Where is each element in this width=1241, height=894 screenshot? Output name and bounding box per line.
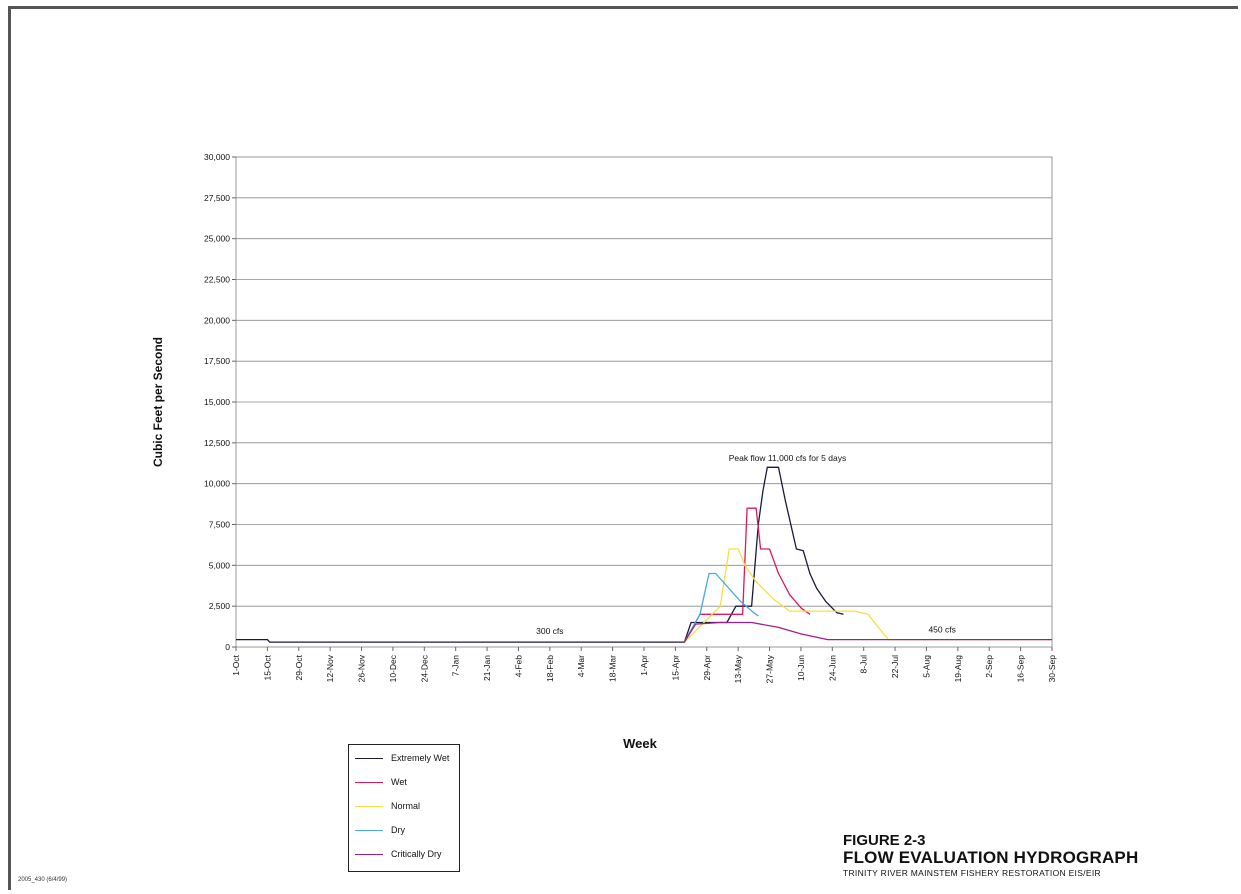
figure-number: FIGURE 2-3 — [843, 832, 926, 849]
legend-swatch — [355, 805, 383, 807]
annotation-label: 300 cfs — [536, 626, 563, 636]
x-tick-label: 21-Jan — [482, 655, 492, 681]
x-tick-label: 15-Apr — [670, 655, 680, 681]
annotation-label: 450 cfs — [928, 624, 955, 634]
page-frame — [8, 6, 1238, 890]
legend-item: Normal — [355, 799, 420, 813]
x-tick-label: 10-Jun — [796, 655, 806, 681]
series-line-dry — [683, 572, 759, 643]
y-axis-ticks: 0 2,500 5,000 7,500 10,000 12,500 15,000 17,500… — [204, 152, 236, 652]
y-tick-label: 10,000 — [204, 479, 230, 489]
x-tick-label: 4-Mar — [576, 655, 586, 677]
legend-swatch — [355, 757, 383, 759]
legend-label: Wet — [391, 777, 407, 787]
document-code: 2005_430 (6/4/99) — [18, 877, 68, 883]
x-axis-ticks: 1-Oct 15-Oct 29-Oct 12-Nov 26-Nov 10-Dec 24-De… — [231, 647, 1057, 683]
x-tick-label: 7-Jan — [451, 655, 461, 677]
x-tick-label: 1-Oct — [231, 654, 241, 675]
legend-label: Critically Dry — [391, 849, 442, 859]
legend-swatch — [355, 853, 383, 855]
y-tick-label: 2,500 — [209, 601, 231, 611]
series-line-wet — [683, 507, 811, 643]
x-tick-label: 10-Dec — [388, 654, 398, 682]
y-tick-label: 25,000 — [204, 234, 230, 244]
x-tick-label: 24-Dec — [419, 654, 429, 682]
y-tick-label: 17,500 — [204, 356, 230, 366]
series-line-normal — [683, 548, 1052, 643]
x-tick-label: 4-Feb — [513, 655, 523, 677]
x-tick-label: 12-Nov — [325, 654, 335, 682]
y-tick-label: 20,000 — [204, 315, 230, 325]
series-lines — [236, 466, 1052, 643]
x-tick-label: 26-Nov — [357, 654, 367, 682]
x-tick-label: 29-Oct — [294, 654, 304, 680]
x-tick-label: 29-Apr — [702, 655, 712, 681]
y-tick-label: 15,000 — [204, 397, 230, 407]
grid-lines — [236, 156, 1052, 607]
y-axis-label: Cubic Feet per Second — [151, 337, 165, 467]
legend-label: Dry — [391, 825, 405, 835]
legend-swatch — [355, 781, 383, 783]
y-tick-label: 7,500 — [209, 520, 231, 530]
legend-item: Dry — [355, 823, 405, 837]
y-tick-label: 0 — [225, 642, 230, 652]
x-tick-label: 19-Aug — [953, 655, 963, 683]
legend-swatch — [355, 829, 383, 831]
legend-item: Extremely Wet — [355, 751, 449, 765]
x-tick-label: 18-Mar — [608, 655, 618, 682]
series-line-critically-dry — [683, 621, 1052, 643]
legend-label: Normal — [391, 801, 421, 811]
annotation-label: Peak flow 11,000 cfs for 5 days — [729, 453, 847, 463]
y-tick-label: 12,500 — [204, 438, 230, 448]
x-axis-label: Week — [623, 736, 657, 751]
x-tick-label: 8-Jul — [859, 655, 869, 674]
figure-title: FLOW EVALUATION HYDROGRAPH — [843, 848, 1139, 867]
x-tick-label: 15-Oct — [262, 654, 272, 680]
y-tick-label: 27,500 — [204, 193, 230, 203]
x-tick-label: 16-Sep — [1016, 655, 1026, 683]
x-tick-label: 30-Sep — [1047, 655, 1057, 683]
legend-item: Wet — [355, 775, 407, 789]
series-line-extremely-wet — [236, 466, 844, 643]
y-tick-label: 30,000 — [204, 152, 230, 162]
x-tick-label: 1-Apr — [639, 655, 649, 676]
legend-item: Critically Dry — [355, 847, 442, 861]
x-tick-label: 13-May — [733, 654, 743, 683]
x-tick-label: 18-Feb — [545, 655, 555, 682]
chart-legend: Extremely Wet Wet Normal Dry Critically Dry — [348, 744, 460, 872]
y-tick-label: 22,500 — [204, 275, 230, 285]
x-tick-label: 24-Jun — [827, 655, 837, 681]
annotations: Peak flow 11,000 cfs for 5 days 300 cfs 45… — [536, 453, 956, 636]
x-tick-label: 22-Jul — [890, 655, 900, 678]
x-tick-label: 2-Sep — [984, 655, 994, 678]
figure-subtitle: TRINITY RIVER MAINSTEM FISHERY RESTORATI… — [843, 868, 1101, 878]
x-tick-label: 27-May — [765, 654, 775, 683]
legend-label: Extremely Wet — [391, 753, 450, 763]
x-tick-label: 5-Aug — [921, 655, 931, 678]
y-tick-label: 5,000 — [209, 560, 231, 570]
